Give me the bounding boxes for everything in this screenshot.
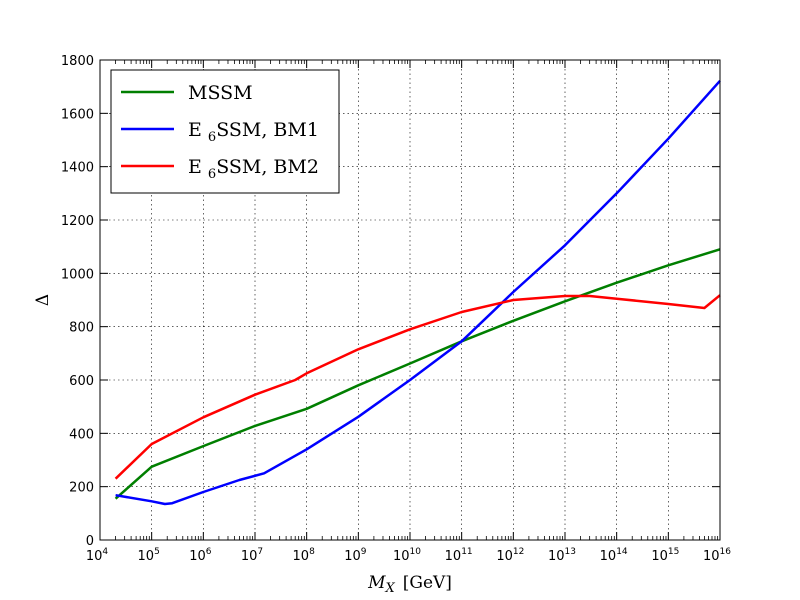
legend-box	[110, 69, 340, 194]
series-line-1	[114, 248, 721, 500]
x-axis-label-sub: X	[384, 581, 395, 596]
x-tick-label: 108	[293, 547, 316, 564]
y-axis-label: Δ	[33, 294, 53, 306]
x-tick-label: 1010	[393, 547, 421, 564]
x-tick-label: 105	[138, 547, 160, 564]
series-line-2	[115, 79, 721, 506]
x-tick-label: 104	[86, 547, 109, 564]
x-axis-label-unit: [GeV]	[403, 573, 452, 593]
y-tick-label: 1000	[61, 267, 94, 282]
x-tick-label: 1016	[703, 547, 731, 564]
x-tick-label: 1012	[496, 547, 524, 564]
series-layer	[114, 79, 721, 506]
y-tick-label: 200	[69, 481, 94, 496]
x-tick-label: 1013	[548, 547, 576, 564]
x-tick-label: 106	[189, 547, 212, 564]
x-tick-label: 1015	[651, 547, 679, 564]
y-tick-label: 1800	[61, 54, 94, 69]
y-tick-label: 400	[69, 427, 94, 442]
y-tick-label: 1600	[61, 107, 94, 122]
x-tick-label: 109	[344, 547, 367, 564]
legend: MSSM E 6SSM, BM1 E 6SSM, BM2	[110, 69, 340, 194]
ticks: 104 105 106 107 108 109 1010 1011 1012 1013 1014 10…	[61, 54, 731, 564]
legend-label-2: E 6SSM, BM1	[188, 119, 319, 145]
x-tick-label: 1014	[600, 547, 628, 564]
y-tick-label: 1200	[61, 214, 94, 229]
x-axis-label-main: M	[367, 573, 386, 593]
y-tick-label: 600	[69, 374, 94, 389]
x-tick-label: 1011	[445, 547, 473, 564]
legend-label-1: MSSM	[188, 82, 253, 104]
y-tick-label: 0	[86, 534, 94, 549]
series-line-3	[114, 294, 721, 480]
x-axis-label: MX [GeV]	[367, 573, 452, 596]
legend-label-3: E 6SSM, BM2	[188, 156, 319, 182]
y-tick-label: 800	[69, 321, 94, 336]
y-tick-label: 1400	[61, 161, 94, 176]
x-tick-label: 107	[241, 547, 263, 564]
